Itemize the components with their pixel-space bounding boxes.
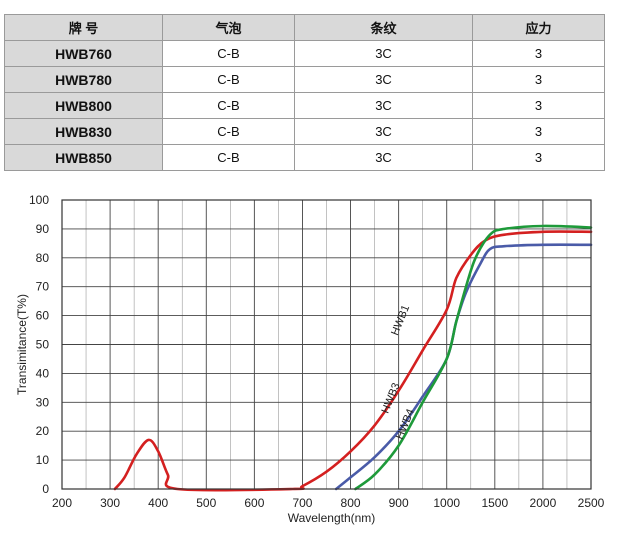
y-tick-label: 10 <box>36 453 50 467</box>
table-row: HWB760 C-B 3C 3 <box>4 40 605 67</box>
cell-stress: 3 <box>472 92 605 119</box>
table-row: HWB830 C-B 3C 3 <box>4 118 605 145</box>
series-label-hwb4: HWB4 <box>394 407 417 441</box>
y-tick-label: 30 <box>36 395 50 409</box>
cell-bubble: C-B <box>162 118 295 145</box>
cell-model: HWB780 <box>4 66 163 93</box>
y-tick-labels: 0 10 20 30 40 50 60 70 80 90 100 <box>29 193 49 496</box>
x-tick-label: 300 <box>100 496 120 510</box>
x-tick-label: 400 <box>148 496 168 510</box>
y-tick-label: 100 <box>29 193 49 207</box>
y-tick-label: 50 <box>36 338 50 352</box>
cell-model: HWB800 <box>4 92 163 119</box>
cell-stripe: 3C <box>294 92 473 119</box>
transmittance-chart: 0 10 20 30 40 50 60 70 80 90 100 200 300 400 500 600 70… <box>15 193 605 525</box>
x-axis-label: Wavelength(nm) <box>288 511 376 525</box>
y-tick-label: 20 <box>36 424 50 438</box>
table-row: HWB850 C-B 3C 3 <box>4 144 605 171</box>
y-tick-label: 0 <box>42 482 49 496</box>
x-tick-label: 900 <box>389 496 409 510</box>
x-tick-label: 700 <box>292 496 312 510</box>
cell-stripe: 3C <box>294 144 473 171</box>
cell-stripe: 3C <box>294 40 473 67</box>
spec-table: 牌 号 气泡 条纹 应力 HWB760 C-B 3C 3 HWB780 C-B … <box>4 14 605 171</box>
x-tick-label: 1500 <box>481 496 508 510</box>
y-tick-label: 90 <box>36 222 50 236</box>
x-tick-label: 500 <box>196 496 216 510</box>
series-label-hwb3: HWB3 <box>380 381 403 415</box>
table-header-row: 牌 号 气泡 条纹 应力 <box>4 14 605 41</box>
cell-bubble: C-B <box>162 144 295 171</box>
series-line-hwb1 <box>113 230 593 492</box>
y-tick-label: 70 <box>36 280 50 294</box>
cell-model: HWB850 <box>4 144 163 171</box>
x-tick-label: 800 <box>341 496 361 510</box>
table-row: HWB800 C-B 3C 3 <box>4 92 605 119</box>
x-tick-labels: 200 300 400 500 600 700 800 900 1000 1500 2000 2500 <box>52 496 605 510</box>
cell-stripe: 3C <box>294 118 473 145</box>
cell-bubble: C-B <box>162 66 295 93</box>
cell-bubble: C-B <box>162 92 295 119</box>
cell-stress: 3 <box>472 118 605 145</box>
x-tick-label: 200 <box>52 496 72 510</box>
header-bubble: 气泡 <box>162 14 295 41</box>
y-tick-label: 80 <box>36 251 50 265</box>
x-tick-label: 1000 <box>433 496 460 510</box>
cell-model: HWB830 <box>4 118 163 145</box>
cell-stress: 3 <box>472 144 605 171</box>
header-stripe: 条纹 <box>294 14 473 41</box>
series-label-hwb1: HWB1 <box>389 303 412 337</box>
cell-bubble: C-B <box>162 40 295 67</box>
header-model: 牌 号 <box>4 14 163 41</box>
y-axis-label: Transimitance(T%) <box>15 294 29 395</box>
cell-stress: 3 <box>472 66 605 93</box>
cell-stress: 3 <box>472 40 605 67</box>
grid-major <box>62 200 591 489</box>
cell-stripe: 3C <box>294 66 473 93</box>
series-line-hwb4 <box>354 224 593 491</box>
x-tick-label: 2500 <box>578 496 605 510</box>
x-tick-label: 2000 <box>530 496 557 510</box>
plot-frame <box>61 199 592 490</box>
header-stress: 应力 <box>472 14 605 41</box>
x-tick-label: 600 <box>244 496 264 510</box>
series-layer <box>113 224 593 492</box>
y-tick-label: 60 <box>36 309 50 323</box>
cell-model: HWB760 <box>4 40 163 67</box>
table-row: HWB780 C-B 3C 3 <box>4 66 605 93</box>
y-tick-label: 40 <box>36 366 50 380</box>
